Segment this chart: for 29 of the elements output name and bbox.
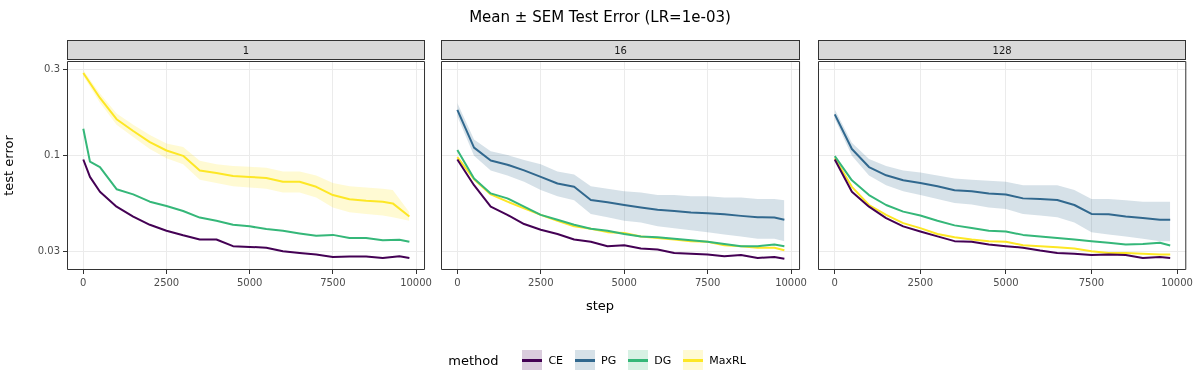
- x-axis-title: step: [584, 298, 616, 313]
- x-tick-label: 0: [831, 276, 838, 288]
- legend-label: DG: [654, 353, 672, 367]
- chart-title: 1: [67, 40, 426, 60]
- legend-title: method: [448, 352, 499, 368]
- x-tick-label: 10000: [1161, 276, 1193, 288]
- legend-label: PG: [601, 353, 617, 367]
- x-tick-label: 7500: [320, 276, 346, 288]
- y-tick-label: 0.1: [44, 149, 60, 161]
- legend-label: MaxRL: [709, 353, 746, 367]
- x-tick-label: 7500: [694, 276, 721, 288]
- x-tick-label: 2500: [153, 276, 180, 288]
- x-tick-label: 5000: [993, 276, 1019, 288]
- x-tick-label: 5000: [236, 276, 263, 288]
- y-tick-label: 0.03: [37, 244, 60, 256]
- y-tick-label: 0.3: [44, 62, 60, 74]
- x-tick-label: 2500: [907, 276, 934, 288]
- x-tick-label: 10000: [775, 276, 807, 288]
- x-tick-label: 0: [80, 276, 87, 288]
- y-axis-title: test error: [1, 134, 17, 196]
- x-tick-label: 10000: [400, 276, 432, 288]
- chart-title: 16: [441, 40, 801, 60]
- x-tick-label: 0: [454, 276, 461, 288]
- x-tick-label: 7500: [1078, 276, 1105, 288]
- chart-subtitle: Mean ± SEM Test Error (LR=1e-03): [468, 8, 732, 26]
- chart-title: 128: [818, 40, 1187, 60]
- legend-label: CE: [548, 353, 564, 367]
- x-tick-label: 2500: [528, 276, 554, 288]
- x-tick-label: 5000: [611, 276, 637, 288]
